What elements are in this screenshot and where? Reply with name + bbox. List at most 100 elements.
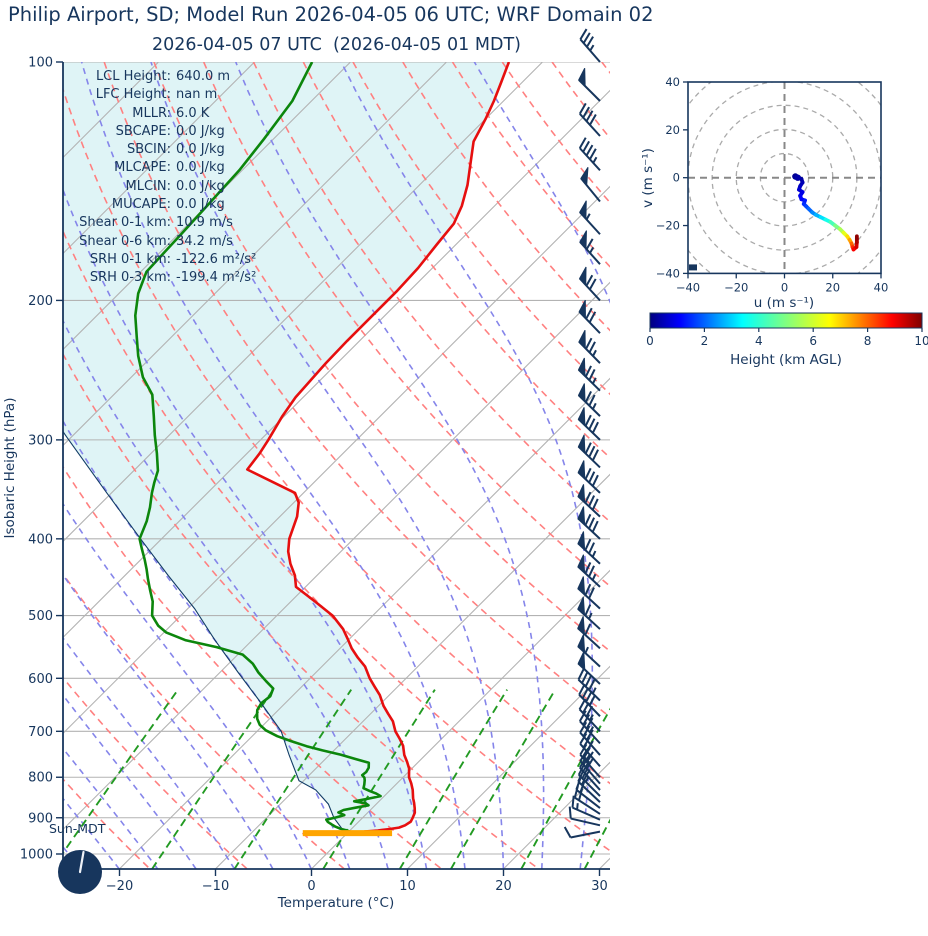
stat-label: MLLR: bbox=[132, 105, 171, 121]
wind-barb bbox=[579, 28, 601, 63]
colorbar-tick-label: 2 bbox=[701, 334, 709, 348]
stat-label: SRH 0-1 km: bbox=[89, 251, 171, 267]
wind-barb bbox=[579, 230, 601, 265]
temperature-tick-label: −10 bbox=[202, 879, 229, 894]
pressure-tick-label: 300 bbox=[28, 433, 53, 448]
hodograph-inset: −40−40 −20 −20 0 0 20 20 40 40 bbox=[656, 75, 889, 294]
wind-barb bbox=[563, 826, 601, 839]
wind-barb bbox=[577, 554, 601, 588]
pressure-tick-label: 800 bbox=[28, 771, 53, 786]
wind-barb bbox=[577, 763, 601, 797]
hodograph-u-tick-label: 20 bbox=[825, 280, 840, 294]
hodograph-v-tick-label: 20 bbox=[665, 123, 680, 137]
hodograph-v-tick-label: 40 bbox=[665, 75, 680, 89]
pressure-tick-label: 700 bbox=[28, 725, 53, 740]
wind-barb bbox=[579, 200, 601, 235]
wind-barb bbox=[577, 576, 601, 610]
stat-label: Shear 0-1 km: bbox=[79, 215, 171, 231]
hodograph-u-tick-label: 0 bbox=[781, 280, 788, 294]
pressure-tick-label: 400 bbox=[28, 532, 53, 547]
wind-barb bbox=[568, 806, 601, 827]
page-title: Philip Airport, SD; Model Run 2026-04-05… bbox=[8, 3, 654, 26]
hodograph-axes: −40−40 −20 −20 0 0 20 20 40 40 bbox=[656, 75, 889, 294]
isotherm-grid bbox=[63, 62, 610, 869]
sounding-stats-box: LCL Height: 640.0 m LFC Height: nan m MLLR: 6… bbox=[64, 68, 326, 288]
wind-barb bbox=[579, 721, 601, 756]
stat-label: SBCAPE: bbox=[115, 123, 171, 139]
stat-label: MLCAPE: bbox=[114, 160, 171, 176]
stat-value: -199.4 m²/s² bbox=[176, 270, 257, 286]
colorbar-tick-label: 0 bbox=[646, 334, 654, 348]
wind-barb bbox=[577, 434, 601, 469]
wind-barb bbox=[578, 329, 601, 364]
stat-label: MLCIN: bbox=[125, 178, 171, 194]
stat-value: 0.0 J/kg bbox=[176, 178, 225, 194]
hodograph-u-tick-label: −20 bbox=[724, 280, 748, 294]
hodograph-rings bbox=[688, 82, 881, 274]
pressure-tick-label: 500 bbox=[28, 609, 53, 624]
stat-label: SBCIN: bbox=[127, 142, 171, 158]
stat-label: SRH 0-3 km: bbox=[89, 270, 171, 286]
wind-barb bbox=[580, 167, 601, 203]
temperature-tick-label: 10 bbox=[399, 879, 416, 894]
wind-barb bbox=[573, 785, 601, 815]
wind-barb bbox=[578, 299, 601, 334]
hodograph-v-tick-label: −40 bbox=[656, 266, 680, 280]
wind-barb bbox=[577, 668, 601, 702]
hodograph-corner-marker bbox=[689, 264, 697, 271]
colorbar-tick-label: 6 bbox=[809, 334, 817, 348]
pressure-tick-label: 200 bbox=[28, 294, 53, 309]
wind-barb bbox=[577, 357, 601, 392]
sun-clock-icon bbox=[58, 850, 102, 894]
skewt-plot bbox=[63, 62, 610, 869]
parcel-profile-curve bbox=[63, 430, 345, 832]
stat-value: 640.0 m bbox=[176, 69, 231, 84]
temperature-curve bbox=[246, 62, 511, 833]
temperature-tick-label: −20 bbox=[106, 879, 133, 894]
wind-barb bbox=[579, 743, 601, 778]
hodograph-v-tick-label: −20 bbox=[656, 219, 680, 233]
wind-barb bbox=[578, 683, 601, 717]
stat-value: 0.0 J/kg bbox=[176, 160, 225, 176]
stat-label: LCL Height: bbox=[95, 69, 171, 84]
wind-barb bbox=[577, 407, 601, 441]
wind-barb-column bbox=[563, 28, 601, 839]
wind-barb bbox=[577, 634, 601, 668]
hodograph-u-tick-label: −40 bbox=[676, 280, 700, 294]
colorbar-tick-label: 8 bbox=[864, 334, 872, 348]
wind-barb bbox=[578, 266, 601, 302]
stat-value: -122.6 m²/s² bbox=[176, 251, 257, 267]
wind-barb bbox=[578, 710, 601, 745]
stat-value: 0.0 J/kg bbox=[176, 197, 225, 213]
wind-barb bbox=[577, 484, 601, 518]
stat-label: LFC Height: bbox=[95, 87, 171, 103]
pressure-tick-label: 1000 bbox=[20, 848, 53, 863]
stat-value: nan m bbox=[176, 87, 218, 103]
pressure-tick-label: 900 bbox=[28, 811, 53, 826]
wind-barb bbox=[578, 102, 601, 137]
dewpoint-curve bbox=[134, 62, 382, 833]
wind-barb bbox=[578, 67, 601, 102]
mixing-ratio-lines bbox=[63, 689, 610, 869]
pressure-tick-label: 600 bbox=[28, 672, 53, 687]
wind-barb bbox=[577, 383, 601, 417]
stat-label: MUCAPE: bbox=[111, 197, 171, 213]
hodograph-trace bbox=[792, 173, 859, 252]
temperature-tick-label: 20 bbox=[495, 879, 512, 894]
wind-barb bbox=[577, 651, 601, 685]
temperature-tick-label: 0 bbox=[307, 879, 315, 894]
stat-value: 34.2 m/s bbox=[176, 233, 233, 249]
wind-barb bbox=[577, 531, 601, 565]
temperature-tick-label: 30 bbox=[591, 879, 608, 894]
wind-barb bbox=[577, 596, 601, 630]
hodograph-v-tick-label: 0 bbox=[673, 171, 680, 185]
stat-value: 10.9 m/s bbox=[176, 215, 233, 231]
cape-shade-area bbox=[63, 62, 509, 832]
wind-barb bbox=[577, 506, 601, 540]
stat-value: 0.0 J/kg bbox=[176, 123, 225, 139]
valid-time-subtitle: 2026-04-05 07 UTC (2026-04-05 01 MDT) bbox=[152, 35, 521, 55]
stat-label: Shear 0-6 km: bbox=[79, 233, 171, 249]
colorbar-tick-label: 4 bbox=[755, 334, 763, 348]
wind-barb bbox=[578, 698, 601, 732]
